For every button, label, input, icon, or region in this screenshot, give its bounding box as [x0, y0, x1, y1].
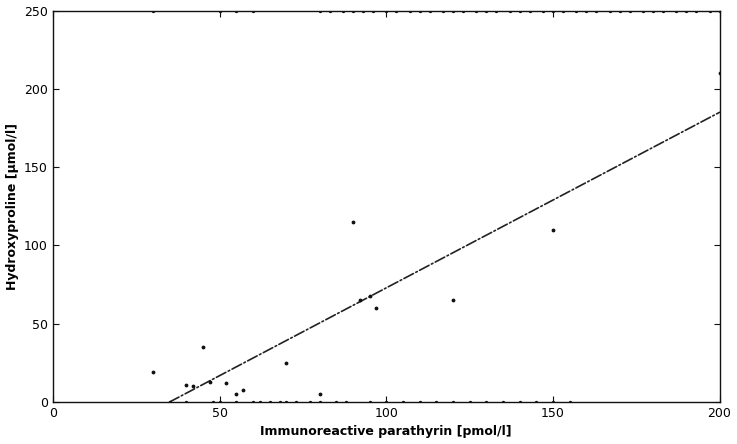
Point [197, 344, 209, 351]
Point [457, 7, 469, 14]
Point [497, 398, 509, 405]
Point [207, 398, 219, 405]
Point [164, 398, 175, 405]
Point [397, 398, 409, 405]
Point [273, 398, 285, 405]
Point [147, 369, 158, 376]
Point [404, 7, 416, 14]
Point [363, 292, 375, 299]
Y-axis label: Hydroxyproline [μmol/l]: Hydroxyproline [μmol/l] [6, 123, 18, 290]
Point [580, 7, 592, 14]
Point [363, 398, 375, 405]
Point [547, 398, 559, 405]
Point [347, 7, 359, 14]
Point [514, 398, 525, 405]
Point [547, 7, 559, 14]
Point [490, 7, 502, 14]
Point [713, 7, 725, 14]
Point [481, 7, 492, 14]
Point [203, 378, 215, 385]
Point [523, 7, 535, 14]
Point [503, 7, 515, 14]
Point [391, 7, 402, 14]
Point [691, 7, 702, 14]
Point [470, 7, 482, 14]
Point [557, 7, 569, 14]
Point [437, 7, 449, 14]
X-axis label: Immunoreactive parathyrin [pmol/l]: Immunoreactive parathyrin [pmol/l] [260, 425, 512, 438]
Point [314, 398, 326, 405]
Point [254, 398, 265, 405]
Point [447, 398, 458, 405]
Point [657, 7, 668, 14]
Point [237, 386, 249, 393]
Point [181, 398, 192, 405]
Point [564, 398, 576, 405]
Point [330, 398, 342, 405]
Point [670, 7, 682, 14]
Point [220, 380, 232, 387]
Point [230, 7, 242, 14]
Point [280, 398, 292, 405]
Point [214, 398, 226, 405]
Point [481, 398, 492, 405]
Point [637, 7, 649, 14]
Point [304, 398, 315, 405]
Point [347, 218, 359, 226]
Point [354, 297, 366, 304]
Point [314, 7, 326, 14]
Point [680, 7, 692, 14]
Point [357, 7, 368, 14]
Point [181, 381, 192, 388]
Point [214, 7, 226, 14]
Point [447, 7, 458, 14]
Point [264, 398, 276, 405]
Point [187, 383, 199, 390]
Point [247, 398, 259, 405]
Point [447, 297, 458, 304]
Point [704, 7, 716, 14]
Point [531, 398, 542, 405]
Point [340, 398, 352, 405]
Point [614, 7, 626, 14]
Point [230, 391, 242, 398]
Point [324, 7, 335, 14]
Point [370, 305, 382, 312]
Point [713, 70, 725, 77]
Point [464, 398, 475, 405]
Point [314, 391, 326, 398]
Point [367, 7, 379, 14]
Point [247, 7, 259, 14]
Point [514, 7, 525, 14]
Point [380, 398, 392, 405]
Point [380, 7, 392, 14]
Point [537, 7, 549, 14]
Point [413, 7, 425, 14]
Point [230, 398, 242, 405]
Point [424, 7, 436, 14]
Point [430, 398, 442, 405]
Point [413, 398, 425, 405]
Point [624, 7, 635, 14]
Point [570, 7, 582, 14]
Point [590, 7, 602, 14]
Point [337, 7, 349, 14]
Point [280, 359, 292, 366]
Point [547, 226, 559, 234]
Point [290, 398, 302, 405]
Point [604, 7, 615, 14]
Point [647, 7, 659, 14]
Point [147, 7, 158, 14]
